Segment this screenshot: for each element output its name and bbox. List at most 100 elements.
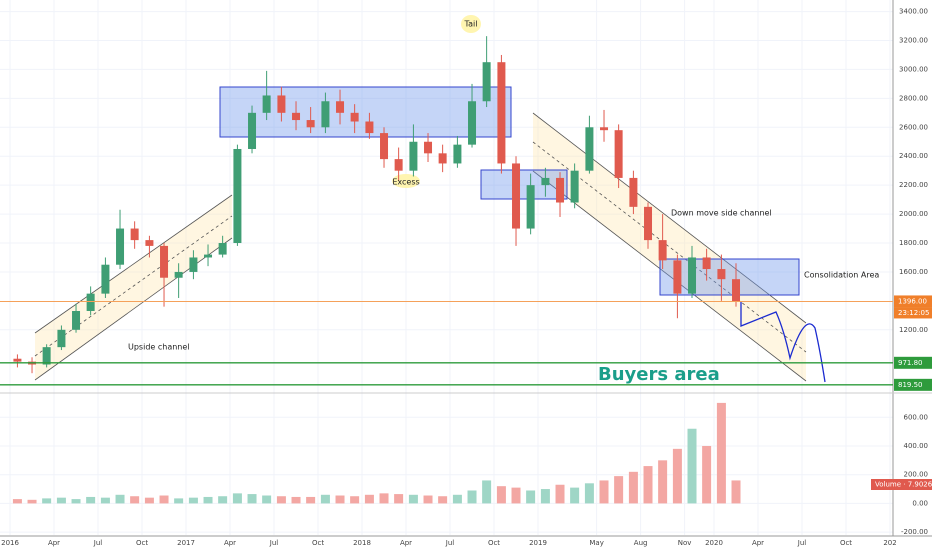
x-tick-label: Apr bbox=[48, 539, 60, 547]
range-box bbox=[659, 258, 800, 296]
y-tick-label: 2200.00 bbox=[899, 181, 928, 189]
x-tick-label: May bbox=[589, 539, 603, 547]
channel-line bbox=[34, 237, 233, 381]
x-tick-label: Jul bbox=[93, 539, 103, 547]
candle-body bbox=[72, 310, 81, 330]
annotation: Excess bbox=[392, 178, 419, 187]
volume-bar bbox=[452, 494, 462, 504]
countdown: 23:12:05 bbox=[898, 309, 929, 317]
price-label: 971.80 bbox=[898, 359, 923, 367]
volume-bar bbox=[438, 496, 448, 504]
candle-body bbox=[174, 271, 183, 278]
x-tick-label: 2020 bbox=[705, 539, 723, 547]
volume-bar bbox=[350, 496, 360, 504]
volume-bar bbox=[174, 498, 184, 504]
candle-body bbox=[438, 153, 447, 164]
candle-body bbox=[262, 95, 271, 113]
x-tick-label: Apr bbox=[400, 539, 412, 547]
candle-body bbox=[86, 293, 95, 311]
volume-bar bbox=[628, 471, 638, 504]
volume-bar bbox=[262, 495, 272, 504]
volume-bar bbox=[672, 448, 682, 504]
candle-body bbox=[42, 347, 51, 365]
annotation: Buyers area bbox=[598, 364, 720, 385]
price-label-box bbox=[894, 378, 932, 391]
volume-bar bbox=[482, 480, 492, 504]
volume-bar bbox=[144, 497, 154, 504]
candle-body bbox=[585, 127, 594, 171]
x-tick-label: Jul bbox=[445, 539, 455, 547]
candle-body bbox=[218, 243, 227, 255]
x-tick-label: Nov bbox=[678, 539, 692, 547]
candle-body bbox=[614, 130, 623, 178]
candle-body bbox=[497, 62, 506, 164]
y-tick-label: 1800.00 bbox=[899, 239, 928, 247]
y-tick-label: 1200.00 bbox=[899, 326, 928, 334]
volume-bar bbox=[232, 493, 242, 504]
y-tick-label: 2400.00 bbox=[899, 152, 928, 160]
price-label: 819.50 bbox=[898, 381, 923, 389]
candle-body bbox=[189, 257, 198, 272]
volume-bar bbox=[540, 489, 550, 504]
candle-body bbox=[321, 101, 330, 128]
y-tick-label: 3400.00 bbox=[899, 8, 928, 16]
volume-bar bbox=[702, 445, 712, 504]
candle-body bbox=[292, 112, 301, 121]
candle-body bbox=[658, 240, 667, 261]
volume-bar bbox=[643, 466, 653, 504]
y-tick-label: 2000.00 bbox=[899, 210, 928, 218]
volume-bar bbox=[71, 499, 81, 504]
y-tick-label: 2800.00 bbox=[899, 94, 928, 102]
volume-bar bbox=[658, 460, 668, 504]
volume-bar bbox=[408, 494, 418, 504]
candle-body bbox=[468, 101, 477, 145]
y-tick-label: 1600.00 bbox=[899, 268, 928, 276]
volume-bar bbox=[56, 497, 66, 504]
down-channel-fill bbox=[533, 113, 806, 381]
volume-bar bbox=[394, 494, 404, 504]
x-tick-label: Oct bbox=[136, 539, 148, 547]
candle-body bbox=[482, 62, 491, 102]
projection-path bbox=[740, 302, 826, 383]
volume-bar bbox=[379, 493, 389, 504]
candle-body bbox=[233, 148, 242, 244]
candle-body bbox=[688, 257, 697, 294]
volume-label-box bbox=[871, 479, 932, 490]
volume-bar bbox=[130, 496, 140, 504]
v-tick-label: 600.00 bbox=[904, 413, 929, 421]
x-tick-label: Apr bbox=[752, 539, 764, 547]
volume-label: Volume · 7.9026 bbox=[875, 481, 932, 489]
volume-bar bbox=[687, 428, 697, 504]
volume-bar bbox=[364, 494, 374, 504]
volume-bar bbox=[731, 480, 741, 504]
x-tick-label: Apr bbox=[224, 539, 236, 547]
x-tick-label: 2016 bbox=[1, 539, 19, 547]
volume-bar bbox=[115, 494, 125, 504]
x-tick-label: Oct bbox=[488, 539, 500, 547]
volume-bar bbox=[218, 496, 228, 504]
y-tick-label: 3000.00 bbox=[899, 65, 928, 73]
volume-bar bbox=[203, 496, 213, 504]
volume-bar bbox=[614, 476, 624, 504]
annotation: Down move side channel bbox=[671, 209, 772, 218]
candle-body bbox=[277, 95, 286, 113]
candle-body bbox=[570, 170, 579, 203]
candle-body bbox=[101, 264, 110, 294]
candle-body bbox=[116, 228, 125, 265]
x-tick-label: Aug bbox=[634, 539, 648, 547]
candle-body bbox=[350, 112, 359, 122]
candle-body bbox=[380, 133, 389, 160]
channel-line bbox=[34, 194, 233, 334]
candle-body bbox=[57, 329, 66, 348]
channel-line bbox=[532, 112, 807, 324]
volume-bar bbox=[511, 487, 521, 504]
candle-body bbox=[512, 163, 521, 229]
candle-body bbox=[702, 257, 711, 270]
candle-body bbox=[424, 141, 433, 154]
volume-bar bbox=[423, 495, 433, 504]
volume-bar bbox=[42, 498, 52, 504]
volume-bar bbox=[291, 496, 301, 504]
volume-bar bbox=[100, 497, 110, 504]
